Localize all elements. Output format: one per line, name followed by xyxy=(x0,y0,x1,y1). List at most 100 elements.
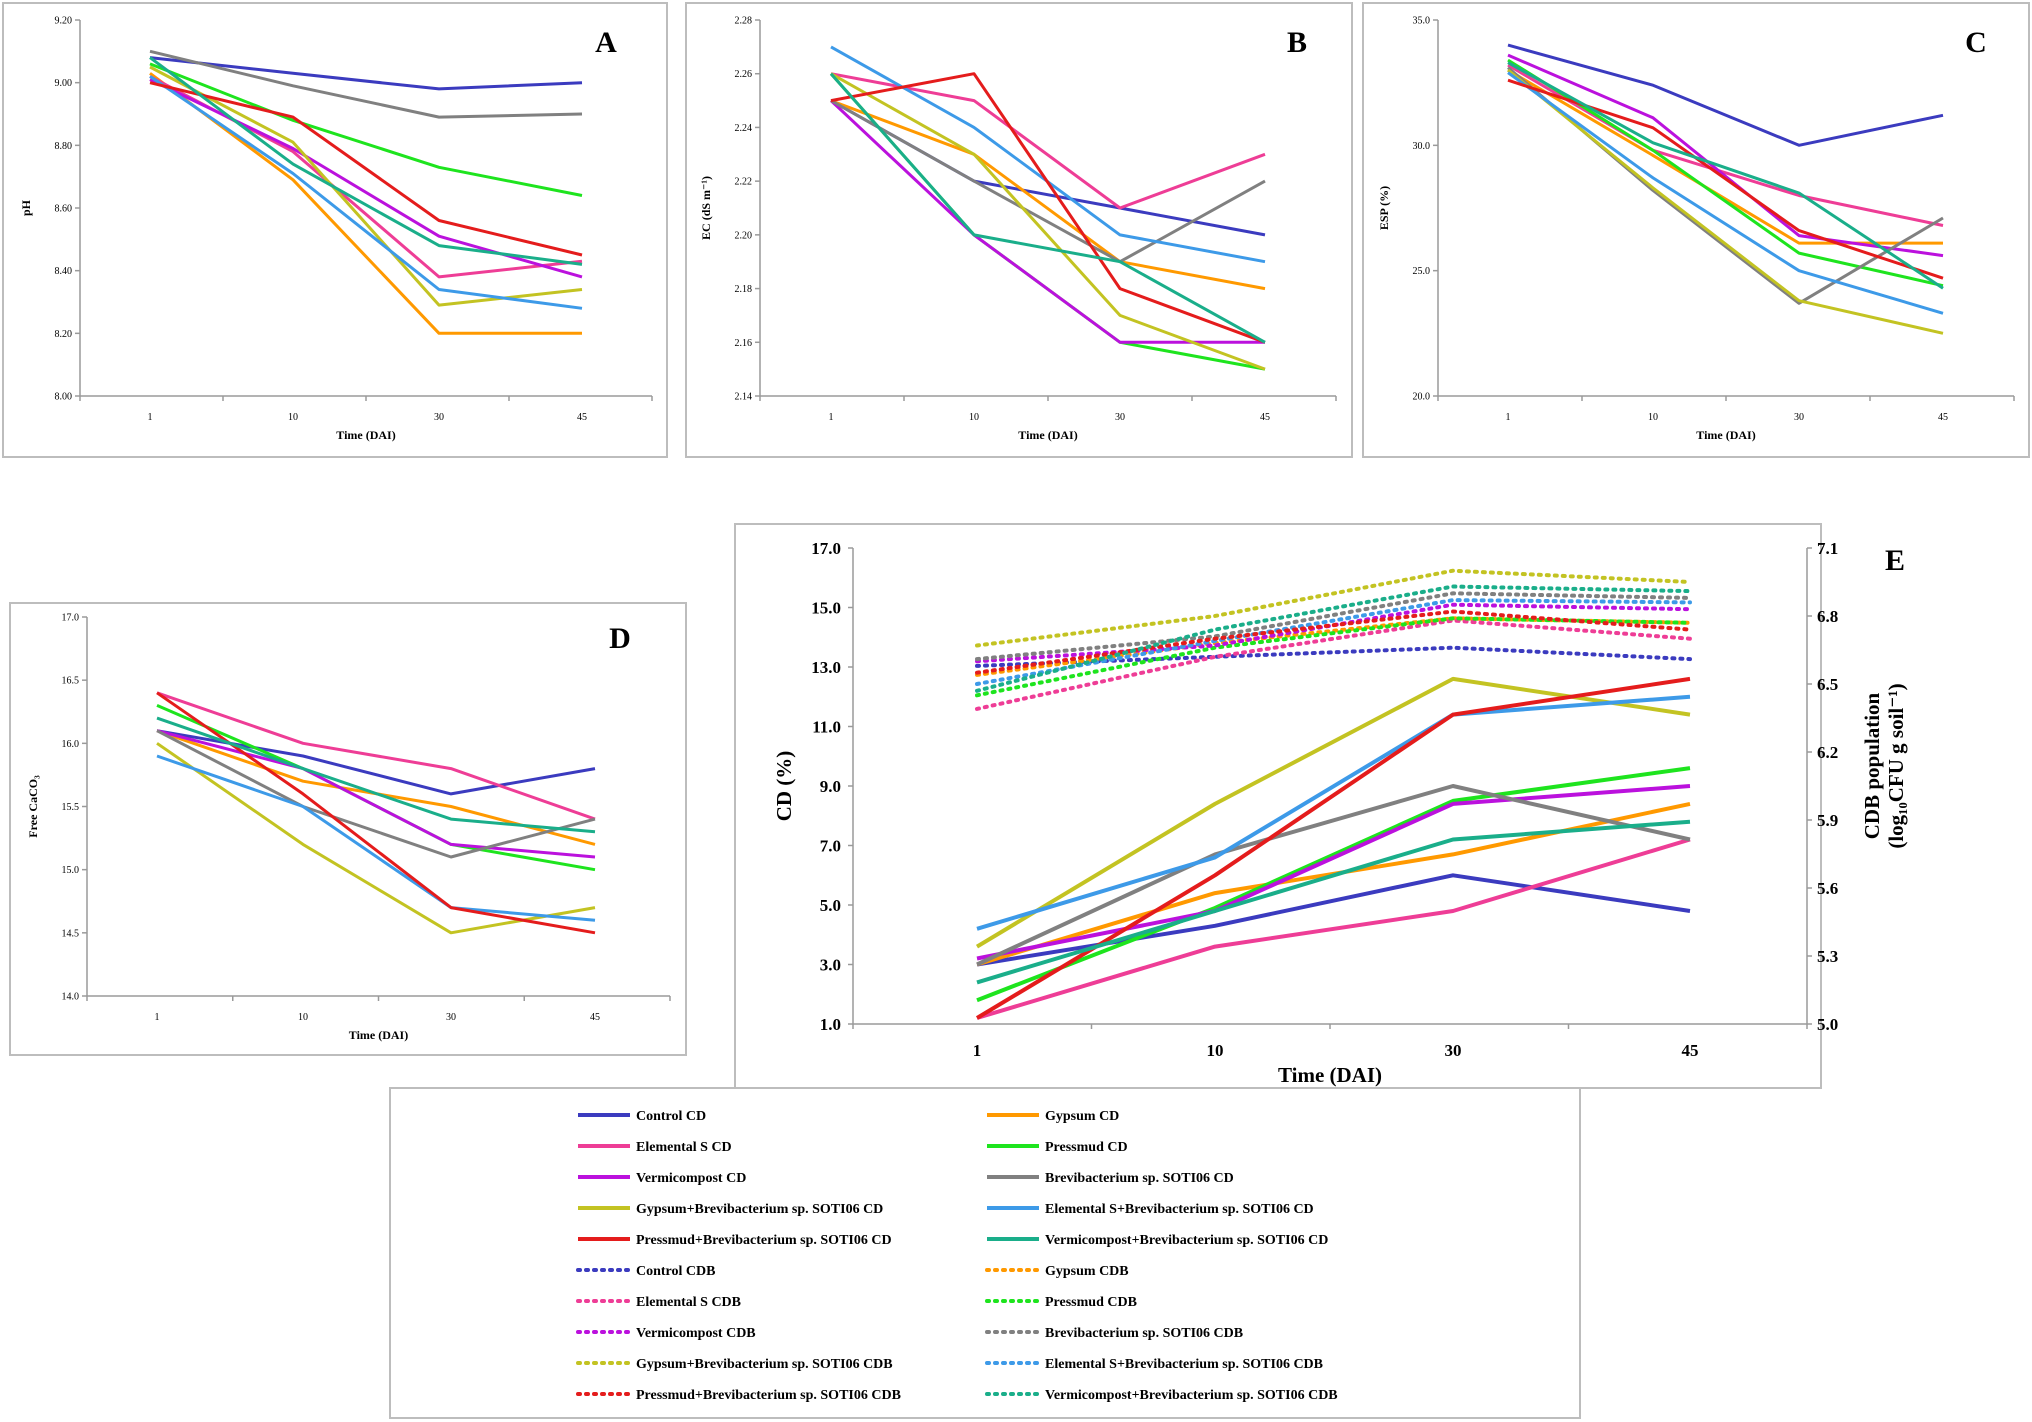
legend-label: Vermicompost CD xyxy=(636,1171,746,1186)
series-line-pressmud-cd xyxy=(976,766,1691,1003)
y-tick-label: 35.0 xyxy=(1413,16,1431,27)
x-axis-label: Time (DAI) xyxy=(1018,428,1077,442)
y-tick-label: 17.0 xyxy=(62,613,80,624)
series-line-brev xyxy=(149,49,583,119)
y-tick-label: 3.0 xyxy=(820,955,841,974)
y2-tick-label: 5.9 xyxy=(1817,811,1838,830)
chart-panel-d: 14.0 14.5 15.0 15.5 16.0 16.5 17.0 1 10 30 45 Time … xyxy=(26,613,671,1042)
y-tick-label: 15.5 xyxy=(62,802,80,813)
charts-layer: 8.00 8.20 8.40 8.60 8.80 9.00 9.20 1 10 30 45 Time … xyxy=(19,16,2015,1087)
legend-label: Elemental S CD xyxy=(636,1140,732,1155)
y-tick-label: 9.0 xyxy=(820,777,841,796)
series-line-vermibrev xyxy=(1507,61,1944,290)
y-tick-label: 11.0 xyxy=(812,717,841,736)
x-axis-label: Time (DAI) xyxy=(1278,1063,1382,1087)
legend-frame xyxy=(389,1087,1581,1419)
y2-tick-label: 6.5 xyxy=(1817,675,1838,694)
y-tick-label: 2.22 xyxy=(735,177,753,188)
x-tick-label: 30 xyxy=(1445,1041,1462,1060)
panel-frame-b xyxy=(685,2,1353,458)
x-tick-label: 10 xyxy=(1207,1041,1224,1060)
panel-label-d: D xyxy=(609,622,631,655)
series-line-vermibrev-cd xyxy=(976,819,1691,985)
series-line-vermicompost xyxy=(149,78,583,279)
series-line-elementalsbrev xyxy=(156,754,596,922)
panel-label-a: A xyxy=(595,26,617,59)
legend-label: Gypsum CD xyxy=(1045,1109,1119,1124)
series-line-vermibrev xyxy=(156,716,596,834)
y2-axis-label-line2: (log₁₀CFU g soil⁻¹) xyxy=(1884,683,1908,848)
legend-label: Gypsum CDB xyxy=(1045,1264,1129,1279)
legend-label: Elemental S CDB xyxy=(636,1295,741,1310)
series-line-elementalsbrev-cd xyxy=(976,694,1691,931)
series-line-gypsum xyxy=(830,99,1266,291)
y-tick-label: 9.20 xyxy=(55,16,73,27)
legend-label: Brevibacterium sp. SOTI06 CDB xyxy=(1045,1326,1243,1341)
panel-frame-a xyxy=(2,2,668,458)
series-line-gypsum xyxy=(1507,68,1943,245)
series-line-vermibrev-cdb xyxy=(975,584,1692,693)
y2-tick-label: 5.0 xyxy=(1817,1015,1838,1034)
legend-label: Elemental S+Brevibacterium sp. SOTI06 CD… xyxy=(1045,1357,1323,1372)
x-tick-label: 30 xyxy=(1794,412,1804,423)
series-line-vermicompost xyxy=(1507,53,1944,258)
y-tick-label: 8.20 xyxy=(55,329,73,340)
x-axis-label: Time (DAI) xyxy=(1696,428,1755,442)
series-line-vermibrev xyxy=(829,72,1266,344)
series-line-gypsumbrev xyxy=(149,65,583,307)
series-line-gypsumbrev-cdb xyxy=(975,568,1692,648)
y-tick-label: 30.0 xyxy=(1413,141,1431,152)
y2-tick-label: 5.6 xyxy=(1817,879,1838,898)
y-tick-label: 20.0 xyxy=(1413,392,1431,403)
x-axis-label: Time (DAI) xyxy=(336,428,395,442)
y-tick-label: 7.0 xyxy=(820,836,841,855)
y-tick-label: 2.18 xyxy=(735,284,753,295)
y-axis-label: CD (%) xyxy=(772,751,796,822)
chart-panel-c: 20.0 25.0 30.0 35.0 1 10 30 45 Time (DAI) ESP (%)… xyxy=(1377,16,2015,442)
y2-tick-label: 6.2 xyxy=(1817,743,1838,762)
y-tick-label: 8.60 xyxy=(55,204,73,215)
series-line-elementals xyxy=(1507,63,1944,227)
legend: Control CD Gypsum CD Elemental S CD Pressmu… xyxy=(576,1109,1338,1403)
legend-label: Elemental S+Brevibacterium sp. SOTI06 CD xyxy=(1045,1202,1314,1217)
series-line-control xyxy=(149,56,583,91)
x-tick-label: 45 xyxy=(1260,412,1270,423)
legend-label: Pressmud+Brevibacterium sp. SOTI06 CDB xyxy=(636,1388,901,1403)
x-tick-label: 1 xyxy=(829,412,834,423)
legend-label: Gypsum+Brevibacterium sp. SOTI06 CD xyxy=(636,1202,883,1217)
y-tick-label: 15.0 xyxy=(811,598,841,617)
x-tick-label: 1 xyxy=(1506,412,1511,423)
x-tick-label: 10 xyxy=(969,412,979,423)
series-line-vermibrev xyxy=(149,56,583,266)
y-tick-label: 9.00 xyxy=(55,78,73,89)
x-tick-label: 10 xyxy=(1648,412,1658,423)
y-tick-label: 25.0 xyxy=(1413,266,1431,277)
y-tick-label: 1.0 xyxy=(820,1015,841,1034)
legend-label: Vermicompost+Brevibacterium sp. SOTI06 C… xyxy=(1045,1388,1338,1403)
panel-frame-e xyxy=(734,523,1822,1089)
y-tick-label: 14.5 xyxy=(62,928,80,939)
series-line-elementals-cd xyxy=(976,837,1691,1020)
x-tick-label: 45 xyxy=(590,1012,600,1023)
y-tick-label: 16.5 xyxy=(62,676,80,687)
panel-frame-c xyxy=(1362,2,2030,458)
y-axis-label: Free CaCO₃ xyxy=(26,775,40,838)
y-tick-label: 8.00 xyxy=(55,392,73,403)
x-tick-label: 10 xyxy=(288,412,298,423)
legend-label: Pressmud CDB xyxy=(1045,1295,1137,1310)
y-tick-label: 2.28 xyxy=(735,16,753,27)
legend-label: Vermicompost+Brevibacterium sp. SOTI06 C… xyxy=(1045,1233,1328,1248)
legend-label: Brevibacterium sp. SOTI06 CD xyxy=(1045,1171,1234,1186)
series-line-elementals-cdb xyxy=(975,618,1692,711)
series-line-elementalsbrev xyxy=(149,75,583,310)
x-tick-label: 45 xyxy=(1682,1041,1699,1060)
y-tick-label: 8.40 xyxy=(55,266,73,277)
legend-label: Gypsum+Brevibacterium sp. SOTI06 CDB xyxy=(636,1357,893,1372)
panel-label-c: C xyxy=(1965,26,1987,59)
y-tick-label: 2.20 xyxy=(735,230,753,241)
x-tick-label: 45 xyxy=(1938,412,1948,423)
legend-label: Control CDB xyxy=(636,1264,715,1279)
y-tick-label: 8.80 xyxy=(55,141,73,152)
x-axis-label: Time (DAI) xyxy=(349,1028,408,1042)
